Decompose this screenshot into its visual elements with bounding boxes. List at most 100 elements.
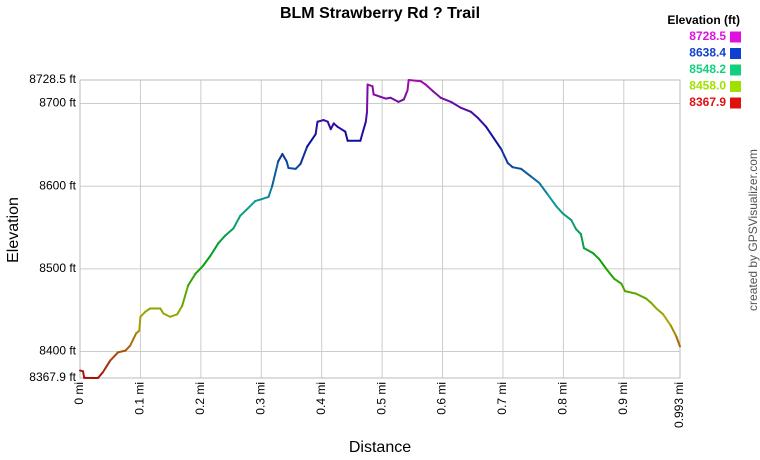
elevation-segment [247, 200, 257, 209]
elevation-segment [316, 119, 325, 123]
elevation-segment [101, 359, 112, 374]
elevation-segment [582, 247, 594, 255]
elevation-segment [485, 125, 495, 140]
elevation-segment [591, 252, 601, 260]
legend-swatch [730, 31, 741, 43]
elevation-segment [561, 212, 573, 222]
x-tick-label: 0.3 mi [253, 382, 267, 415]
elevation-segment [281, 152, 288, 163]
elevation-segment [117, 349, 127, 354]
elevation-segment [176, 305, 184, 316]
elevation-segment [294, 162, 302, 170]
elevation-segment [546, 193, 558, 208]
elevation-segment [492, 137, 503, 151]
elevation-segment [209, 242, 220, 257]
elevation-segment [476, 116, 488, 128]
elevation-segment [162, 312, 172, 318]
elevation-segment [139, 310, 147, 318]
elevation-segment [287, 167, 297, 170]
elevation-segment [407, 79, 422, 83]
elevation-segment [97, 371, 104, 379]
legend-label: 8367.9 [689, 95, 726, 109]
elevation-segment [506, 162, 514, 169]
legend-label: 8638.4 [689, 46, 726, 60]
legend-label: 8458.0 [689, 79, 726, 93]
x-tick-label: 0.5 mi [374, 382, 388, 415]
y-tick-label: 8700 ft [39, 96, 76, 110]
elevation-segment [181, 284, 190, 308]
x-tick-label: 0.6 mi [435, 382, 449, 415]
elevation-segment [359, 120, 367, 142]
elevation-segment [406, 79, 410, 92]
elevation-segment [271, 160, 280, 188]
legend-swatch [730, 64, 741, 76]
elevation-segment [389, 96, 400, 103]
x-tick-label: 0 mi [72, 382, 86, 405]
elevation-segment [500, 148, 509, 165]
credit: created by GPSVisualizer.com [746, 149, 760, 311]
elevation-segment [555, 205, 564, 215]
elevation-segment [371, 85, 375, 96]
elevation-segment [109, 351, 120, 362]
elevation-segment [511, 166, 523, 170]
elevation-segment [129, 332, 138, 347]
elevation-segment [239, 206, 250, 217]
y-tick-label: 8728.5 ft [29, 72, 76, 86]
elevation-segment [187, 272, 197, 287]
elevation-segment [82, 370, 86, 379]
elevation-segment [459, 106, 472, 113]
elevation-segment [634, 292, 648, 300]
elevation-segment [372, 93, 382, 98]
elevation-segment [267, 185, 274, 198]
elevation-segment [402, 89, 409, 101]
elevation-segment [605, 267, 616, 280]
legend-swatch [730, 81, 741, 92]
legend-title: Elevation (ft) [667, 13, 740, 27]
elevation-segment [613, 277, 623, 285]
elevation-segment [579, 233, 585, 250]
elevation-segment [366, 83, 369, 113]
elevation-segment [649, 301, 658, 310]
legend-label: 8548.2 [689, 62, 726, 76]
elevation-segment [217, 234, 227, 245]
elevation-segment [124, 344, 132, 352]
elevation-segment [655, 307, 665, 316]
x-tick-label: 0.993 mi [672, 382, 686, 428]
x-tick-label: 0.9 mi [616, 382, 630, 415]
x-tick-label: 0.1 mi [133, 382, 147, 415]
elevation-segment [538, 181, 549, 196]
elevation-segment [202, 254, 212, 267]
elevation-segment [439, 96, 452, 103]
elevation-segment [232, 214, 242, 230]
y-tick-label: 8600 ft [39, 178, 76, 192]
elevation-segment [329, 122, 335, 131]
elevation-segment [285, 160, 290, 170]
elevation-segment [570, 219, 578, 231]
elevation-segment [645, 297, 652, 304]
elevation-segment [364, 110, 369, 123]
x-tick-label: 0.4 mi [314, 382, 328, 415]
legend-label: 8728.5 [689, 29, 726, 43]
y-tick-label: 8500 ft [39, 261, 76, 275]
elevation-segment [675, 335, 681, 348]
elevation-segment [194, 264, 205, 275]
elevation-segment [336, 125, 347, 133]
elevation-segment [598, 257, 608, 270]
x-axis-label: Distance [349, 439, 411, 456]
elevation-segment [169, 313, 179, 318]
y-tick-label: 8400 ft [39, 344, 76, 358]
y-axis-label: Elevation [5, 197, 22, 263]
legend-swatch [730, 97, 741, 109]
elevation-segment [306, 133, 317, 148]
elevation-segment [424, 83, 434, 93]
elevation-segment [431, 90, 442, 99]
legend-swatch [730, 48, 741, 59]
elevation-segment [469, 110, 479, 119]
elevation-segment [620, 282, 627, 293]
elevation-segment [669, 324, 678, 338]
plot-frame [79, 79, 681, 379]
x-tick-label: 0.8 mi [556, 382, 570, 415]
elevation-segment [529, 175, 541, 184]
elevation-segment [259, 195, 270, 201]
